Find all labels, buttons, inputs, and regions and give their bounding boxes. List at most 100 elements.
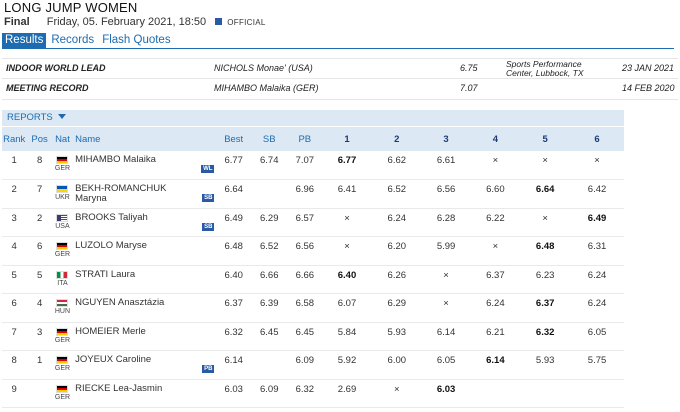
nation-cell: GER: [53, 351, 72, 380]
athlete-name-cont[interactable]: Maryna: [75, 193, 107, 204]
flag-icon: [56, 327, 69, 336]
position-cell: 3: [36, 326, 43, 338]
column-header-1[interactable]: 1: [344, 133, 350, 145]
column-header-6[interactable]: 6: [594, 133, 600, 145]
attempt-4-cell: 6.24: [486, 298, 505, 309]
record-badge: PB: [202, 365, 215, 373]
athlete-name[interactable]: NGUYEN Anasztázia: [75, 297, 165, 308]
column-header-pos[interactable]: Pos: [31, 133, 48, 145]
attempt-6-cell: 6.31: [587, 241, 607, 252]
column-header-sb[interactable]: SB: [262, 133, 276, 145]
record-venue-line2: Center, Lubbock, TX: [506, 68, 584, 78]
record-label: INDOOR WORLD LEAD: [6, 63, 106, 73]
table-row[interactable]: 6 4 HUN NGUYEN Anasztázia 6.37 6.39 6.58 6.07 6.…: [2, 294, 624, 323]
attempt-2-cell: 5.93: [387, 326, 407, 338]
attempt-2-cell: 6.26: [387, 269, 407, 281]
attempt-5-cell: 5.93: [535, 355, 555, 366]
tab-flash-quotes[interactable]: Flash Quotes: [102, 34, 171, 46]
attempt-1-cell: ×: [344, 241, 350, 252]
column-header-3[interactable]: 3: [443, 133, 449, 145]
attempt-2-cell: 6.24: [387, 212, 407, 224]
column-header-5[interactable]: 5: [542, 133, 548, 145]
athlete-name[interactable]: JOYEUX Caroline: [75, 354, 152, 365]
table-row[interactable]: 7 3 GER HOMEIER Merle 6.32 6.45 6.45 5.84 5.93 6.…: [2, 322, 624, 351]
rank-cell: 2: [11, 184, 17, 195]
flag-icon: [56, 185, 69, 193]
record-row: MEETING RECORD MIHAMBO Malaika (GER) 7.0…: [2, 79, 678, 100]
attempt-4-cell: ×: [492, 155, 499, 166]
flag-icon: [56, 270, 69, 279]
athlete-name[interactable]: BEKH-ROMANCHUK: [75, 183, 167, 194]
athlete-name[interactable]: MIHAMBO Malaika: [75, 154, 156, 165]
record-badge: SB: [202, 194, 215, 202]
pb-cell: 6.96: [295, 184, 315, 195]
flag-icon: [56, 356, 69, 364]
tab-records[interactable]: Records: [51, 34, 95, 46]
athlete-name-cell: MIHAMBO Malaika WL: [72, 151, 216, 180]
record-holder: MIHAMBO Malaika (GER): [214, 83, 319, 93]
athlete-name-cell: BEKH-ROMANCHUK Maryna SB: [72, 180, 216, 209]
table-row[interactable]: 8 1 GER JOYEUX Caroline PB 6.14 6.09 5.92 6.00 6.…: [2, 351, 624, 380]
pb-cell: 6.58: [295, 298, 315, 309]
attempt-4-cell: 6.21: [486, 326, 505, 338]
attempt-3-cell: ×: [443, 269, 449, 281]
attempt-5-cell: 6.64: [535, 184, 555, 195]
column-header-name[interactable]: Name: [75, 133, 101, 145]
nation-code: UKR: [55, 194, 70, 201]
table-row[interactable]: 4 6 GER LUZOLO Maryse 6.48 6.52 6.56 × 6.20 5.99 ×…: [2, 237, 624, 266]
athlete-name[interactable]: LUZOLO Maryse: [75, 240, 147, 251]
record-label: MEETING RECORD: [6, 83, 89, 93]
record-holder: NICHOLS Monae' (USA): [214, 63, 313, 73]
nation-cell: HUN: [53, 294, 72, 323]
record-date: 23 JAN 2021: [622, 63, 675, 73]
attempt-3-cell: ×: [443, 298, 449, 309]
attempt-4-cell: 6.37: [486, 269, 505, 281]
athlete-name[interactable]: HOMEIER Merle: [75, 325, 146, 337]
attempt-6-cell: ×: [594, 155, 600, 166]
attempt-5-cell: ×: [542, 155, 548, 166]
rank-cell: 7: [11, 326, 17, 338]
position-cell: 4: [36, 298, 43, 309]
table-row[interactable]: 1 8 GER MIHAMBO Malaika WL 6.77 6.74 7.07 6.77 6.…: [2, 151, 624, 180]
attempt-2-cell: 6.29: [387, 298, 407, 309]
column-header-rank[interactable]: Rank: [3, 133, 26, 145]
table-row[interactable]: 9 GER RIECKE Lea-Jasmin 6.03 6.09 6.32 2.69 × 6.…: [2, 379, 624, 408]
attempt-4-cell: 6.14: [486, 355, 505, 366]
athlete-name-cell: STRATI Laura: [72, 265, 216, 294]
best-cell: 6.37: [224, 298, 243, 309]
athlete-name[interactable]: BROOKS Taliyah: [75, 211, 148, 223]
best-cell: 6.48: [224, 241, 243, 252]
attempt-5-cell: 6.23: [535, 269, 555, 281]
nation-cell: GER: [53, 379, 72, 408]
attempt-1-cell: 5.92: [337, 355, 357, 366]
table-row[interactable]: 5 5 ITA STRATI Laura 6.40 6.66 6.66 6.40 6.26 × 6.…: [2, 265, 624, 294]
rank-cell: 3: [11, 212, 17, 224]
table-row[interactable]: 3 2 USA BROOKS Taliyah SB 6.49 6.29 6.57 × 6.24 6.…: [2, 208, 624, 237]
chevron-down-icon: [57, 114, 66, 119]
athlete-name-cell: RIECKE Lea-Jasmin: [72, 379, 216, 408]
attempt-6-cell: 5.75: [587, 355, 607, 366]
column-header-2[interactable]: 2: [394, 133, 400, 145]
athlete-name[interactable]: RIECKE Lea-Jasmin: [75, 382, 163, 394]
attempt-6-cell: 6.05: [587, 326, 607, 338]
rank-cell: 5: [11, 269, 17, 281]
athlete-name[interactable]: STRATI Laura: [75, 268, 136, 280]
column-header-nat[interactable]: Nat: [55, 133, 70, 145]
attempt-5-cell: ×: [542, 212, 548, 224]
athlete-name-cell: LUZOLO Maryse: [72, 237, 216, 266]
attempt-4-cell: 6.22: [486, 212, 505, 224]
column-header-pb[interactable]: PB: [298, 133, 312, 145]
reports-dropdown[interactable]: REPORTS: [2, 110, 624, 126]
record-badge: WL: [201, 165, 215, 173]
attempt-1-cell: 6.77: [337, 155, 357, 166]
attempt-5-cell: 6.37: [535, 298, 555, 309]
column-header-4[interactable]: 4: [492, 133, 499, 145]
results-table: Rank Pos Nat Name Best SB PB 1 2 3 4 5 6 1 8 GER MIHAMB…: [2, 127, 624, 408]
flag-icon: [56, 242, 69, 250]
tab-results[interactable]: Results: [2, 33, 47, 48]
table-row[interactable]: 2 7 UKR BEKH-ROMANCHUK Maryna SB 6.64 6.96 6.41 6…: [2, 180, 624, 209]
nation-cell: GER: [53, 151, 72, 180]
position-cell: 7: [36, 184, 43, 195]
rank-cell: 6: [11, 298, 17, 309]
column-header-best[interactable]: Best: [224, 133, 244, 145]
